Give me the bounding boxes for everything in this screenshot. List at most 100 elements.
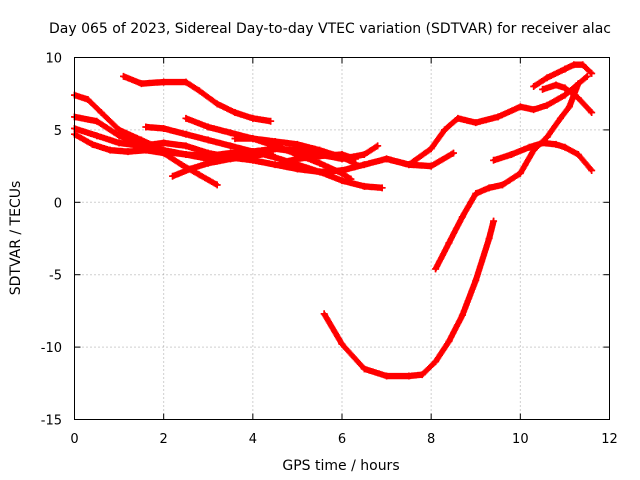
data-point [449,149,457,157]
data-point [186,165,194,173]
data-point [227,155,235,163]
data-point [88,140,96,148]
data-point [182,151,190,159]
data-point [472,276,480,284]
data-point [204,123,212,131]
data-point [93,132,101,140]
data-point [579,61,587,69]
data-point [160,124,168,132]
data-point [178,161,185,169]
data-series [71,61,596,380]
series-arc6 [142,123,386,192]
data-point [271,137,279,145]
data-point [338,151,346,159]
data-point [213,181,221,189]
data-point [539,139,547,147]
data-point [137,80,145,88]
data-point [142,146,150,154]
data-point [561,91,569,99]
data-point [271,153,279,161]
x-tick-label: 10 [512,432,529,447]
data-point [227,129,235,137]
data-point [458,311,466,319]
data-point [494,113,502,121]
data-point [516,103,524,111]
data-point [561,84,569,92]
data-point [445,239,453,247]
data-point [231,109,239,117]
x-tick-label: 6 [338,432,346,447]
data-point [458,213,466,221]
data-point [267,149,275,157]
data-point [374,142,382,150]
data-point [427,162,435,170]
x-tick-label: 12 [601,432,618,447]
data-point [142,123,150,131]
data-point [543,133,551,141]
series-arc16 [320,217,498,380]
data-point [360,182,368,190]
data-point [204,159,212,167]
data-point [574,80,582,88]
chart-title: Day 065 of 2023, Sidereal Day-to-day VTE… [49,21,611,37]
data-point [516,169,524,177]
data-point [432,265,440,273]
data-point [97,109,105,117]
data-point [588,109,596,117]
series-arc7 [182,114,355,183]
data-point [169,172,177,180]
data-point [115,132,123,140]
data-point [84,95,92,103]
data-point [360,161,368,169]
y-tick-label: -10 [41,341,62,356]
plot-frame [74,57,610,420]
data-point [552,81,560,89]
data-point [530,106,538,114]
data-point [543,74,551,82]
data-point [499,181,506,189]
data-point [530,82,538,90]
y-tick-label: 5 [54,124,62,139]
data-point [338,169,346,177]
data-point [231,135,239,143]
data-point [182,114,190,122]
data-point [472,119,480,127]
data-point [539,85,547,93]
series-arc13 [539,81,596,117]
data-point [271,161,279,169]
data-point [574,94,582,102]
data-point [574,151,582,159]
data-point [418,371,426,379]
series-markers [321,217,497,380]
data-point [316,159,324,167]
data-point [120,72,128,80]
data-point [182,130,190,138]
data-point [316,152,324,160]
data-point [93,117,101,125]
data-point [454,114,462,122]
x-tick-label: 4 [249,432,257,447]
series-arc9 [231,135,359,167]
data-point [485,235,493,242]
data-point [490,217,498,225]
series-arc12 [530,61,596,90]
data-point [405,161,413,169]
data-point [182,142,190,150]
data-point [383,155,391,163]
x-tick-label: 0 [70,432,78,447]
y-tick-label: -5 [49,269,62,284]
data-point [160,139,168,147]
data-point [561,143,569,151]
data-point [249,135,257,143]
data-point [182,78,190,86]
data-point [445,337,453,345]
data-point [378,184,386,192]
data-point [360,365,368,373]
data-point [293,140,301,148]
data-point [565,103,573,111]
series-arc10 [276,151,359,167]
data-point [227,142,235,150]
data-point [432,358,440,366]
data-point [195,87,203,95]
